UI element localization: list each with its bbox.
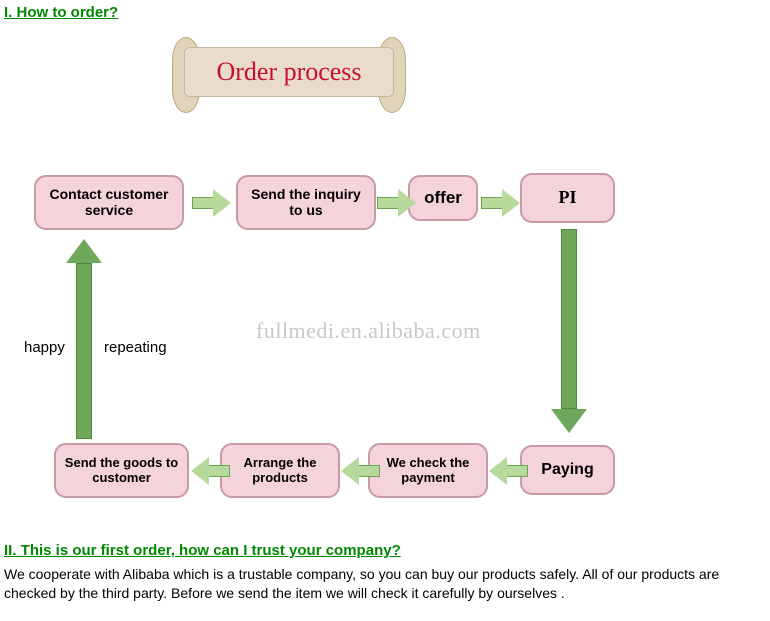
arrow-icon bbox=[481, 189, 521, 217]
node-offer: offer bbox=[408, 175, 478, 221]
node-contact-customer-service: Contact customer service bbox=[34, 175, 184, 230]
node-paying: Paying bbox=[520, 445, 615, 495]
diagram-banner: Order process bbox=[184, 35, 394, 115]
node-send-inquiry: Send the inquiry to us bbox=[236, 175, 376, 230]
section-heading-trust[interactable]: II. This is our first order, how can I t… bbox=[0, 538, 770, 563]
banner-body: Order process bbox=[184, 47, 394, 97]
watermark-text: fullmedi.en.alibaba.com bbox=[256, 318, 481, 344]
order-process-diagram: Order process fullmedi.en.alibaba.com ha… bbox=[4, 25, 764, 530]
node-send-goods: Send the goods to customer bbox=[54, 443, 189, 498]
loop-label-happy: happy bbox=[24, 339, 65, 356]
banner-title: Order process bbox=[216, 57, 361, 87]
node-check-payment: We check the payment bbox=[368, 443, 488, 498]
node-arrange-products: Arrange the products bbox=[220, 443, 340, 498]
arrow-up-icon bbox=[66, 239, 102, 439]
loop-label-repeating: repeating bbox=[104, 339, 167, 356]
arrow-down-icon bbox=[551, 229, 587, 433]
trust-paragraph: We cooperate with Alibaba which is a tru… bbox=[0, 563, 770, 609]
node-pi: PI bbox=[520, 173, 615, 223]
section-heading-how-to-order[interactable]: I. How to order? bbox=[0, 0, 770, 25]
arrow-icon bbox=[192, 189, 232, 217]
